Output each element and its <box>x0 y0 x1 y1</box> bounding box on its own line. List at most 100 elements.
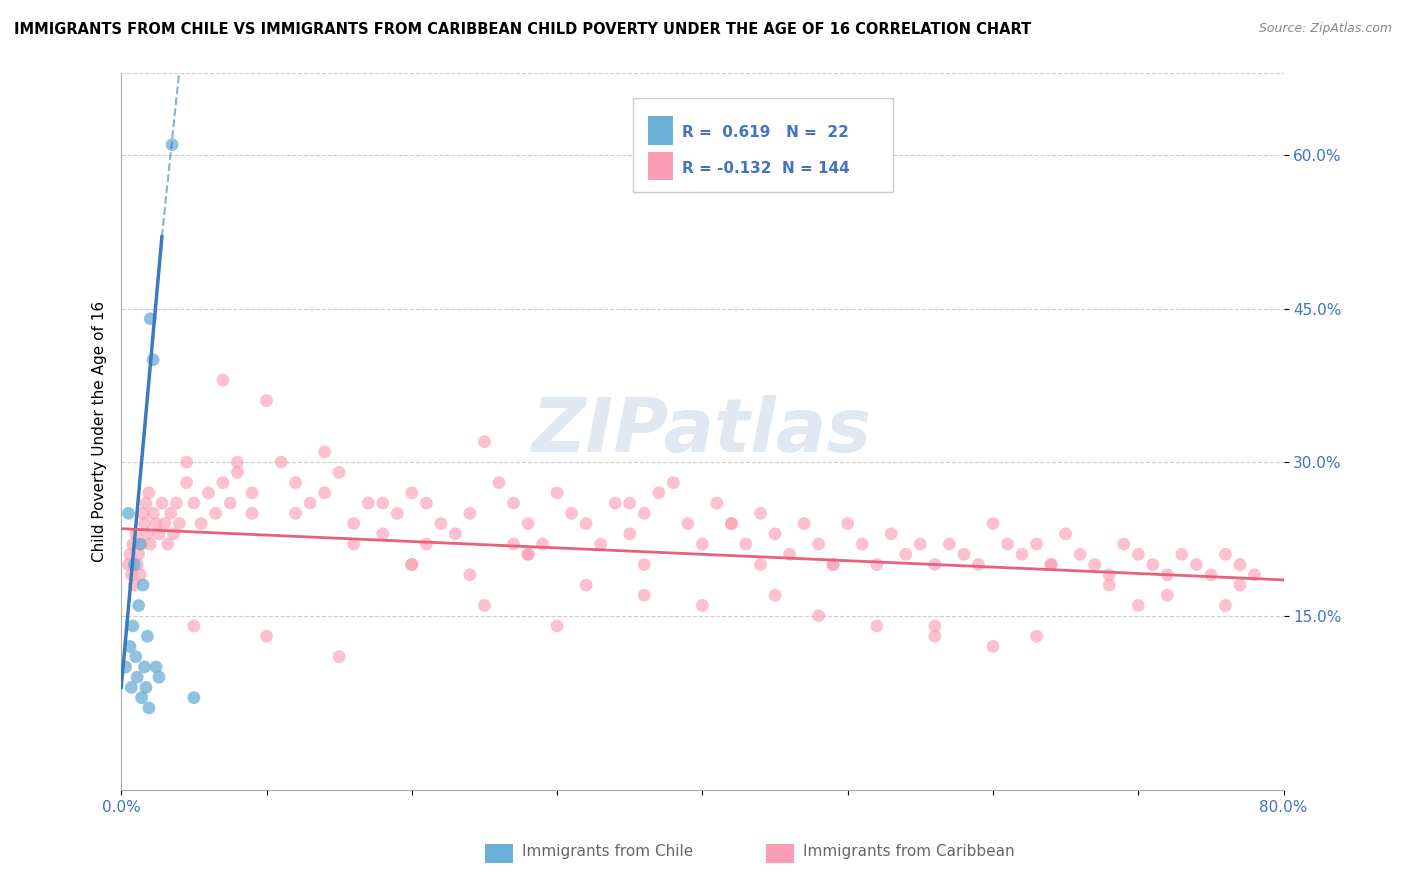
Point <box>134 660 156 674</box>
Point <box>546 486 568 500</box>
Point <box>474 434 496 449</box>
Point <box>256 629 278 643</box>
Text: R =  0.619   N =  22: R = 0.619 N = 22 <box>682 125 849 140</box>
Point <box>131 537 153 551</box>
Point <box>132 506 155 520</box>
Point <box>502 496 524 510</box>
Point <box>1054 526 1077 541</box>
Point <box>1156 588 1178 602</box>
Point <box>121 619 143 633</box>
Point <box>343 516 366 531</box>
Point <box>720 516 742 531</box>
Point <box>357 496 380 510</box>
Point <box>183 690 205 705</box>
Point <box>139 537 162 551</box>
Text: IMMIGRANTS FROM CHILE VS IMMIGRANTS FROM CARIBBEAN CHILD POVERTY UNDER THE AGE O: IMMIGRANTS FROM CHILE VS IMMIGRANTS FROM… <box>14 22 1032 37</box>
Point <box>120 567 142 582</box>
Y-axis label: Child Poverty Under the Age of 16: Child Poverty Under the Age of 16 <box>93 301 107 562</box>
Point <box>120 681 142 695</box>
Point <box>910 537 932 551</box>
Point <box>1098 567 1121 582</box>
Point <box>183 496 205 510</box>
Point <box>706 496 728 510</box>
Point <box>125 526 148 541</box>
Point <box>517 516 540 531</box>
Point <box>720 516 742 531</box>
Point <box>131 690 153 705</box>
Text: Source: ZipAtlas.com: Source: ZipAtlas.com <box>1258 22 1392 36</box>
Point <box>924 558 946 572</box>
Point <box>415 537 437 551</box>
Point <box>343 537 366 551</box>
Point <box>270 455 292 469</box>
Point <box>735 537 758 551</box>
Point <box>517 547 540 561</box>
Point <box>129 567 152 582</box>
Point <box>118 640 141 654</box>
Point <box>129 537 152 551</box>
Point <box>823 558 845 572</box>
Point <box>924 619 946 633</box>
Point <box>1040 558 1063 572</box>
Point <box>124 558 146 572</box>
Point <box>138 486 160 500</box>
Point <box>136 526 159 541</box>
Point <box>866 619 889 633</box>
Point <box>1128 599 1150 613</box>
Point <box>387 506 409 520</box>
Point <box>924 629 946 643</box>
Point <box>314 445 336 459</box>
Text: R = -0.132  N = 144: R = -0.132 N = 144 <box>682 161 849 176</box>
Point <box>981 516 1004 531</box>
Point <box>1025 537 1047 551</box>
Point <box>692 537 714 551</box>
Point <box>165 496 187 510</box>
Point <box>749 558 772 572</box>
Point <box>648 486 671 500</box>
Point <box>176 475 198 490</box>
Point <box>458 567 481 582</box>
Point <box>676 516 699 531</box>
Point <box>159 506 181 520</box>
Text: Immigrants from Caribbean: Immigrants from Caribbean <box>803 844 1015 859</box>
Point <box>488 475 510 490</box>
Point <box>763 526 786 541</box>
Point <box>793 516 815 531</box>
Point <box>1128 547 1150 561</box>
Point <box>938 537 960 551</box>
Point <box>136 629 159 643</box>
Point <box>763 588 786 602</box>
Point <box>619 496 641 510</box>
Point <box>314 486 336 500</box>
Point <box>517 547 540 561</box>
Point <box>605 496 627 510</box>
Point <box>1040 558 1063 572</box>
Point <box>1229 558 1251 572</box>
Point <box>692 599 714 613</box>
Point <box>1025 629 1047 643</box>
Point <box>256 393 278 408</box>
Point <box>837 516 859 531</box>
Point <box>183 619 205 633</box>
Point <box>226 455 249 469</box>
Point <box>1098 578 1121 592</box>
Point <box>299 496 322 510</box>
Point <box>531 537 554 551</box>
Point <box>148 670 170 684</box>
Point <box>197 486 219 500</box>
Point <box>204 506 226 520</box>
Point <box>328 466 350 480</box>
Point <box>371 526 394 541</box>
Point <box>1243 567 1265 582</box>
Point <box>997 537 1019 551</box>
Point <box>880 526 903 541</box>
Point <box>240 486 263 500</box>
Point <box>145 660 167 674</box>
Point <box>546 619 568 633</box>
Point <box>114 660 136 674</box>
Point <box>1112 537 1135 551</box>
Point <box>401 558 423 572</box>
Point <box>1142 558 1164 572</box>
Point <box>851 537 873 551</box>
Point <box>1215 547 1237 561</box>
